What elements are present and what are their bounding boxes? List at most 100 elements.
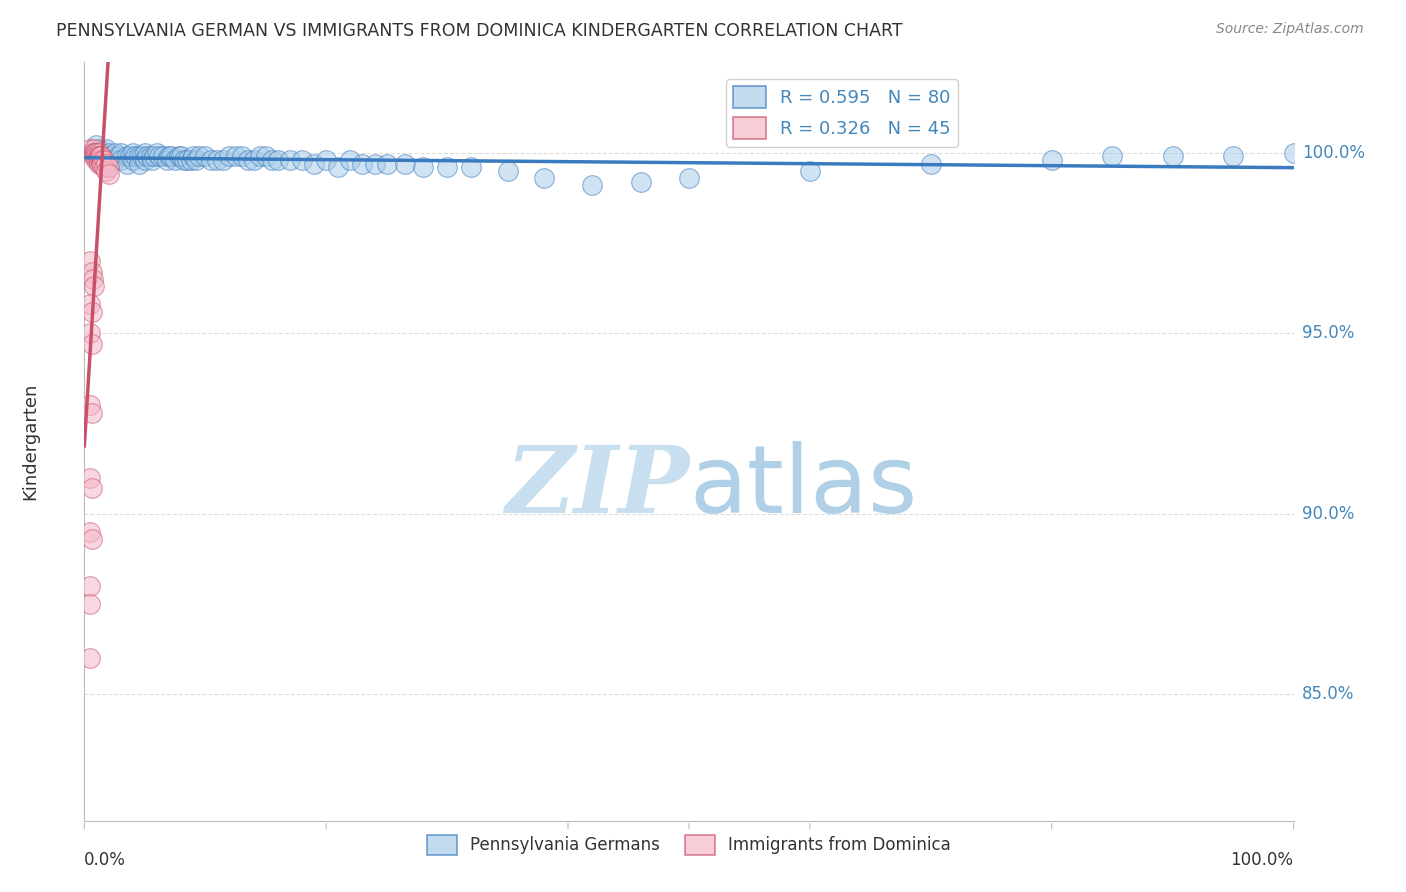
Point bbox=[86, 149, 108, 163]
Text: 100.0%: 100.0% bbox=[1230, 851, 1294, 869]
Point bbox=[93, 153, 115, 167]
Point bbox=[278, 153, 301, 167]
Point bbox=[375, 156, 398, 170]
Point bbox=[110, 153, 132, 167]
Point bbox=[80, 265, 103, 279]
Point bbox=[80, 304, 103, 318]
Point bbox=[678, 171, 700, 186]
Point bbox=[120, 149, 142, 163]
Point bbox=[302, 156, 325, 170]
Point bbox=[155, 153, 177, 167]
Point bbox=[212, 153, 235, 167]
Point bbox=[139, 149, 162, 163]
Point bbox=[231, 149, 253, 163]
Point bbox=[79, 579, 101, 593]
Point bbox=[94, 156, 117, 170]
Point bbox=[165, 153, 187, 167]
Text: Kindergarten: Kindergarten bbox=[21, 383, 39, 500]
Text: PENNSYLVANIA GERMAN VS IMMIGRANTS FROM DOMINICA KINDERGARTEN CORRELATION CHART: PENNSYLVANIA GERMAN VS IMMIGRANTS FROM D… bbox=[56, 22, 903, 40]
Point bbox=[91, 153, 114, 167]
Point bbox=[82, 272, 104, 286]
Point bbox=[1282, 145, 1305, 160]
Point bbox=[89, 153, 111, 167]
Point bbox=[86, 153, 108, 167]
Point bbox=[200, 153, 222, 167]
Point bbox=[80, 532, 103, 546]
Text: 0.0%: 0.0% bbox=[84, 851, 127, 869]
Point bbox=[328, 160, 350, 174]
Point bbox=[170, 149, 193, 163]
Point bbox=[160, 149, 183, 163]
Point bbox=[242, 153, 264, 167]
Point bbox=[533, 171, 555, 186]
Point bbox=[436, 160, 458, 174]
Point bbox=[124, 149, 146, 163]
Point bbox=[86, 145, 108, 160]
Point bbox=[412, 160, 434, 174]
Point bbox=[236, 153, 259, 167]
Point bbox=[84, 149, 107, 163]
Point bbox=[97, 145, 120, 160]
Point bbox=[131, 149, 153, 163]
Point bbox=[173, 153, 195, 167]
Point bbox=[87, 156, 110, 170]
Point bbox=[181, 149, 204, 163]
Point bbox=[79, 597, 101, 611]
Point bbox=[83, 279, 105, 293]
Point bbox=[87, 145, 110, 160]
Point bbox=[1040, 153, 1063, 167]
Text: ZIP: ZIP bbox=[505, 442, 689, 532]
Point bbox=[146, 145, 169, 160]
Text: 100.0%: 100.0% bbox=[1302, 144, 1365, 161]
Point bbox=[80, 406, 103, 420]
Point bbox=[799, 163, 821, 178]
Point bbox=[141, 153, 163, 167]
Point bbox=[79, 524, 101, 539]
Point bbox=[128, 149, 150, 163]
Point bbox=[115, 156, 138, 170]
Point bbox=[86, 149, 108, 163]
Point bbox=[84, 145, 107, 160]
Point bbox=[254, 149, 277, 163]
Point bbox=[339, 153, 361, 167]
Point bbox=[157, 149, 180, 163]
Point bbox=[260, 153, 283, 167]
Point bbox=[1161, 149, 1184, 163]
Point bbox=[97, 160, 120, 174]
Point bbox=[194, 149, 217, 163]
Point bbox=[115, 149, 138, 163]
Point bbox=[394, 156, 416, 170]
Point bbox=[581, 178, 603, 193]
Point bbox=[90, 149, 112, 163]
Point bbox=[920, 156, 942, 170]
Point bbox=[94, 163, 117, 178]
Point bbox=[82, 145, 104, 160]
Point bbox=[83, 145, 105, 160]
Point bbox=[94, 142, 117, 156]
Point bbox=[121, 145, 143, 160]
Point bbox=[207, 153, 229, 167]
Point bbox=[630, 175, 652, 189]
Point bbox=[90, 156, 112, 170]
Point bbox=[87, 142, 110, 156]
Point bbox=[496, 163, 519, 178]
Legend: Pennsylvania Germans, Immigrants from Dominica: Pennsylvania Germans, Immigrants from Do… bbox=[420, 828, 957, 862]
Point bbox=[176, 153, 198, 167]
Point bbox=[93, 160, 115, 174]
Point bbox=[184, 153, 207, 167]
Point bbox=[134, 145, 156, 160]
Point bbox=[86, 149, 108, 163]
Point bbox=[315, 153, 337, 167]
Point bbox=[291, 153, 314, 167]
Point bbox=[1222, 149, 1244, 163]
Point bbox=[87, 149, 110, 163]
Point bbox=[167, 149, 190, 163]
Point bbox=[134, 153, 156, 167]
Point bbox=[249, 149, 271, 163]
Point bbox=[79, 651, 101, 665]
Point bbox=[128, 156, 150, 170]
Point bbox=[267, 153, 290, 167]
Point bbox=[91, 156, 114, 170]
Point bbox=[110, 145, 132, 160]
Point bbox=[82, 149, 104, 163]
